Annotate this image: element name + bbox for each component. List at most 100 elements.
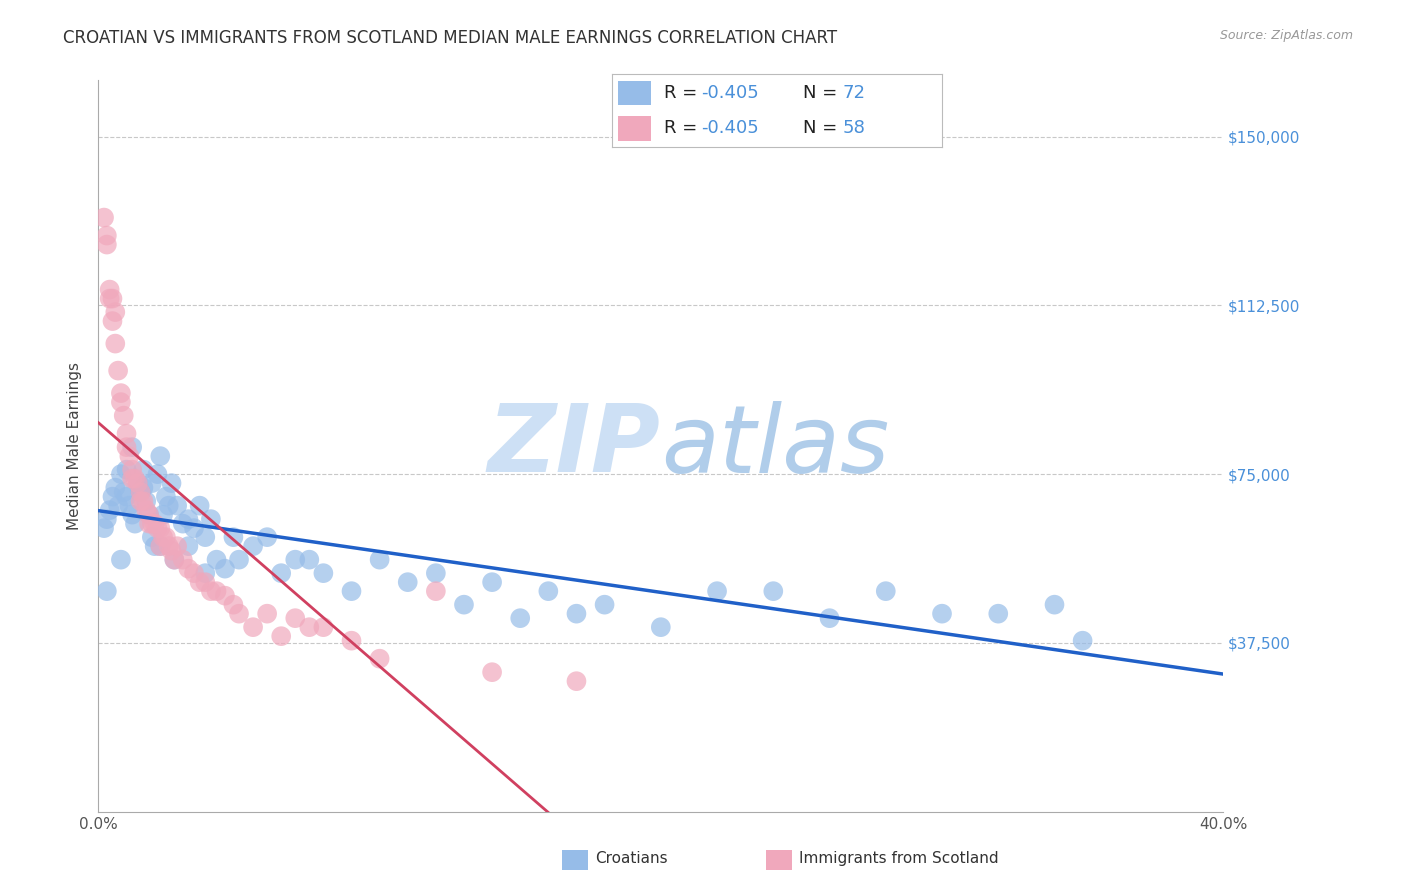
Point xyxy=(160,543,183,558)
Point xyxy=(98,503,121,517)
Point xyxy=(129,485,152,500)
Point xyxy=(650,620,672,634)
Point xyxy=(96,584,118,599)
Point xyxy=(110,467,132,482)
Point xyxy=(481,575,503,590)
Point xyxy=(118,499,141,513)
Point xyxy=(1043,598,1066,612)
Point xyxy=(172,552,194,566)
Point xyxy=(312,620,335,634)
Point xyxy=(135,503,157,517)
Point xyxy=(818,611,841,625)
Text: Croatians: Croatians xyxy=(595,851,668,866)
Point xyxy=(132,462,155,476)
Bar xyxy=(619,116,651,141)
Point xyxy=(124,516,146,531)
Point xyxy=(312,566,335,581)
Point xyxy=(565,607,588,621)
Point xyxy=(146,467,169,482)
Text: R =: R = xyxy=(665,120,703,137)
Point xyxy=(96,237,118,252)
Point xyxy=(93,211,115,225)
Point xyxy=(104,305,127,319)
Point xyxy=(425,566,447,581)
Point xyxy=(107,499,129,513)
Point xyxy=(135,494,157,508)
Point xyxy=(1071,633,1094,648)
Point xyxy=(593,598,616,612)
Point xyxy=(110,395,132,409)
Point xyxy=(298,620,321,634)
Point xyxy=(183,521,205,535)
Point xyxy=(98,292,121,306)
Point xyxy=(118,449,141,463)
Point xyxy=(149,539,172,553)
Point xyxy=(110,386,132,401)
Text: 58: 58 xyxy=(844,120,866,137)
Point xyxy=(149,539,172,553)
Point xyxy=(124,472,146,486)
Point xyxy=(222,530,245,544)
Point xyxy=(160,476,183,491)
Point xyxy=(101,292,124,306)
Point xyxy=(141,476,163,491)
Point xyxy=(931,607,953,621)
Point xyxy=(155,530,177,544)
Point xyxy=(152,508,174,522)
Point xyxy=(157,539,180,553)
Point xyxy=(115,426,138,441)
Point xyxy=(93,521,115,535)
Point xyxy=(107,363,129,377)
Point xyxy=(228,552,250,566)
Point xyxy=(214,562,236,576)
Point xyxy=(177,512,200,526)
Point xyxy=(509,611,531,625)
Point xyxy=(121,508,143,522)
Point xyxy=(101,490,124,504)
Point xyxy=(537,584,560,599)
Point xyxy=(104,336,127,351)
Y-axis label: Median Male Earnings: Median Male Earnings xyxy=(67,362,83,530)
Point xyxy=(222,598,245,612)
Point xyxy=(453,598,475,612)
Point xyxy=(129,485,152,500)
Point xyxy=(188,575,211,590)
Point xyxy=(115,490,138,504)
Point xyxy=(127,476,149,491)
Point xyxy=(138,508,160,522)
Point xyxy=(368,552,391,566)
Point xyxy=(138,508,160,522)
Point xyxy=(242,620,264,634)
Point xyxy=(256,607,278,621)
Text: R =: R = xyxy=(665,84,703,102)
Point xyxy=(396,575,419,590)
Text: -0.405: -0.405 xyxy=(700,120,759,137)
Text: ZIP: ZIP xyxy=(488,400,661,492)
Point xyxy=(166,539,188,553)
Point xyxy=(270,629,292,643)
Point xyxy=(166,499,188,513)
Point xyxy=(228,607,250,621)
Point xyxy=(163,552,186,566)
Point xyxy=(112,409,135,423)
Point xyxy=(875,584,897,599)
Point xyxy=(340,584,363,599)
Point xyxy=(481,665,503,680)
Point xyxy=(706,584,728,599)
Point xyxy=(425,584,447,599)
Point xyxy=(104,481,127,495)
Point xyxy=(138,516,160,531)
Text: atlas: atlas xyxy=(661,401,889,491)
Point xyxy=(163,552,186,566)
Point xyxy=(205,584,228,599)
Point xyxy=(127,476,149,491)
Point xyxy=(172,516,194,531)
Point xyxy=(205,552,228,566)
Point xyxy=(987,607,1010,621)
Point xyxy=(284,552,307,566)
Text: CROATIAN VS IMMIGRANTS FROM SCOTLAND MEDIAN MALE EARNINGS CORRELATION CHART: CROATIAN VS IMMIGRANTS FROM SCOTLAND MED… xyxy=(63,29,838,46)
Point xyxy=(121,440,143,454)
Point xyxy=(270,566,292,581)
Point xyxy=(188,499,211,513)
Point xyxy=(96,228,118,243)
